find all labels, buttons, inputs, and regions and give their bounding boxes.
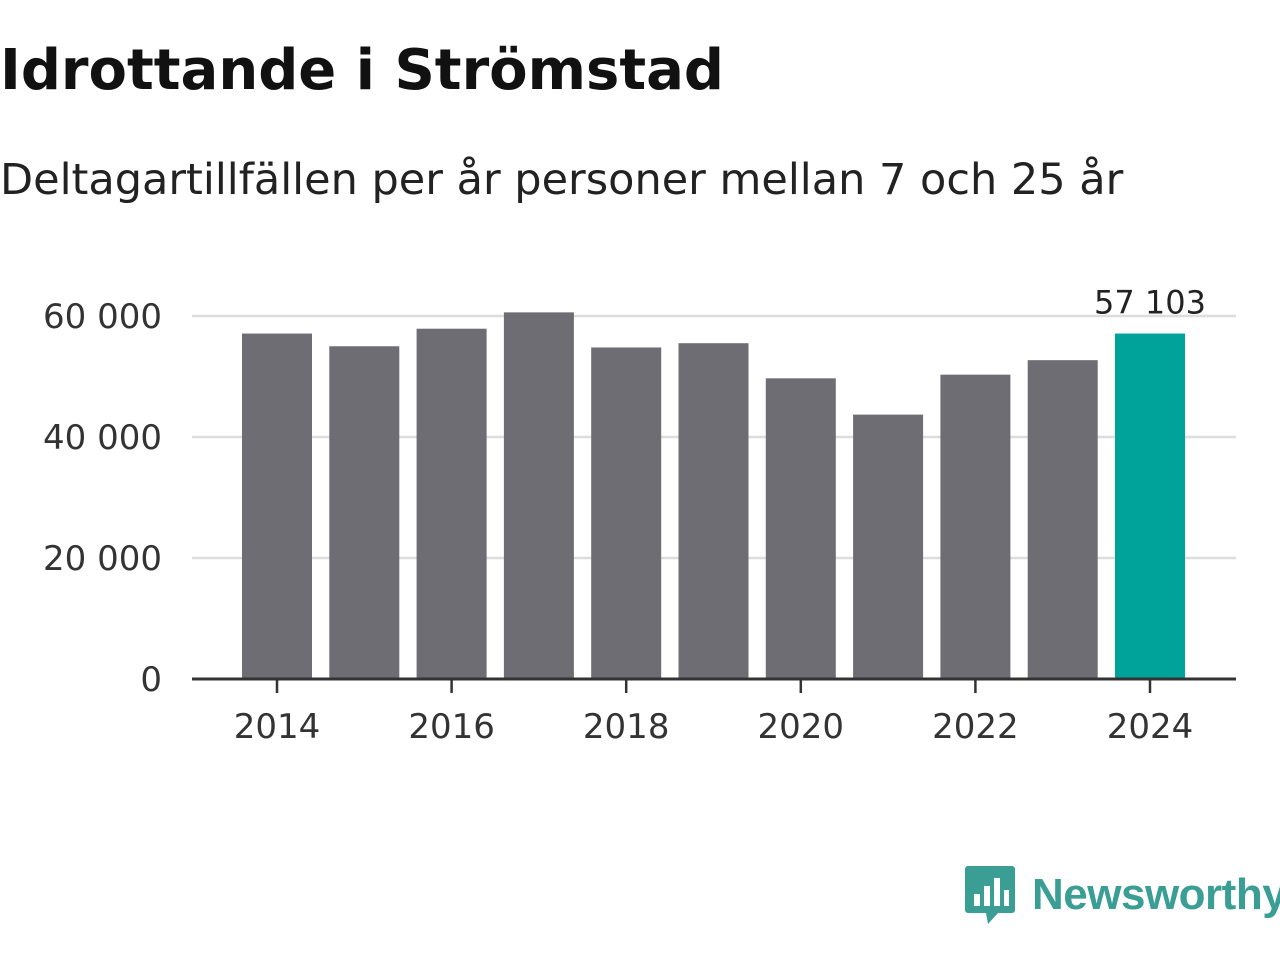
chart-subtitle: Deltagartillfällen per år personer mella… <box>0 155 1124 205</box>
bar-2019 <box>678 343 749 679</box>
bar-2024 <box>1115 333 1185 679</box>
y-tick-label: 0 <box>140 660 162 700</box>
bar-2018 <box>591 347 662 679</box>
x-tick-label: 2024 <box>1107 707 1194 747</box>
bar-2017 <box>503 312 574 679</box>
bar-chart: 0 20 000 40 000 60 000 57 103 2014 2016 2018 202… <box>43 284 1236 747</box>
bar-2020 <box>765 378 836 679</box>
bar-2021 <box>853 414 924 679</box>
y-tick-label: 60 000 <box>43 297 162 337</box>
brand-logo: Newsworthy <box>964 864 1280 926</box>
y-tick-label: 20 000 <box>43 539 162 579</box>
bar-2022 <box>940 374 1011 679</box>
data-label: 57 103 <box>1094 284 1206 322</box>
x-tick-label: 2014 <box>234 707 321 747</box>
x-tick-label: 2016 <box>408 707 495 747</box>
bar-2014 <box>242 333 312 679</box>
chart-title: Idrottande i Strömstad <box>0 38 724 103</box>
brand-name: Newsworthy <box>1032 870 1280 919</box>
x-tick-label: 2018 <box>583 707 670 747</box>
bar-2015 <box>329 346 400 679</box>
bar-2016 <box>416 328 487 679</box>
y-tick-label: 40 000 <box>43 418 162 458</box>
x-tick-label: 2022 <box>932 707 1019 747</box>
bar-2023 <box>1027 360 1098 679</box>
x-tick-label: 2020 <box>758 707 845 747</box>
newsworthy-logo-icon <box>965 866 1015 924</box>
